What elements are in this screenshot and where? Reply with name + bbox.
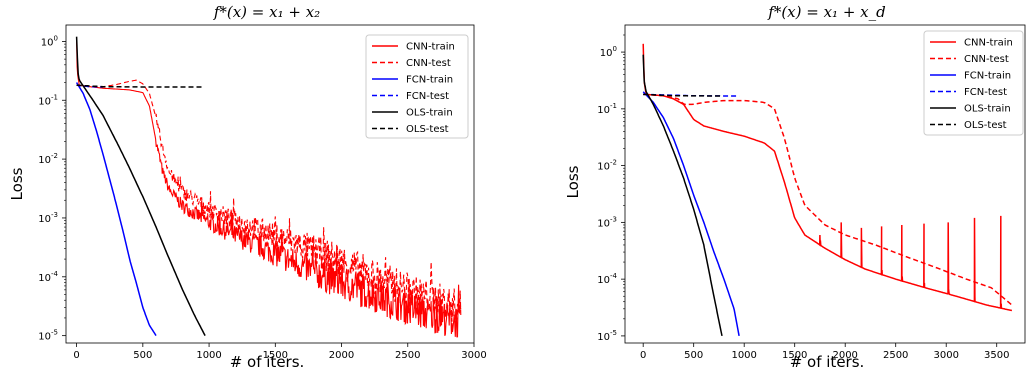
y-tick-exponent: -3 bbox=[51, 211, 58, 219]
legend-label: CNN-train bbox=[964, 38, 1013, 49]
x-tick-label: 1500 bbox=[263, 350, 288, 361]
y-tick-base: 10 bbox=[41, 37, 54, 48]
legend-label: OLS-train bbox=[406, 108, 453, 119]
x-tick-label: 500 bbox=[133, 350, 152, 361]
y-tick-exponent: -1 bbox=[51, 93, 58, 101]
y-tick-label: 10-3 bbox=[597, 215, 617, 229]
y-tick-label: 100 bbox=[41, 34, 58, 48]
y-tick-base: 10 bbox=[597, 105, 610, 116]
y-tick-exponent: 0 bbox=[613, 45, 617, 53]
x-tick-label: 2000 bbox=[832, 350, 857, 361]
plot-area bbox=[642, 43, 1013, 337]
y-tick-label: 10-2 bbox=[38, 152, 58, 166]
y-tick-base: 10 bbox=[38, 96, 51, 107]
chart-left: f*(x) = x₁ + x₂ # of iters. Loss 0 500 100… bbox=[8, 3, 487, 371]
y-tick-base: 10 bbox=[38, 155, 51, 166]
chart-right: f*(x) = x₁ + x_d # of iters. Loss 0 500 10… bbox=[564, 3, 1026, 371]
series-line-cnn-train bbox=[76, 41, 462, 338]
series-line-cnn-test bbox=[643, 93, 1013, 306]
x-tick-label: 2000 bbox=[329, 350, 354, 361]
y-tick-base: 10 bbox=[38, 273, 51, 284]
y-tick-base: 10 bbox=[597, 332, 610, 343]
series-line-ols-train bbox=[642, 54, 723, 337]
legend-label: CNN-test bbox=[406, 58, 451, 69]
y-tick-base: 10 bbox=[597, 162, 610, 173]
x-tick-label: 2500 bbox=[395, 350, 420, 361]
axes-frame bbox=[624, 24, 1026, 344]
series-line-ols-train bbox=[75, 36, 206, 336]
legend: CNN-train CNN-test FCN-train FCN-test OLS-tr… bbox=[923, 30, 1024, 136]
y-tick-label: 100 bbox=[600, 45, 617, 59]
x-tick-label: 2500 bbox=[883, 350, 908, 361]
y-tick-exponent: -5 bbox=[51, 329, 58, 337]
y-tick-label: 10-1 bbox=[597, 102, 617, 116]
series-line-fcn-train bbox=[75, 82, 157, 337]
y-tick-base: 10 bbox=[597, 275, 610, 286]
x-tick-label: 0 bbox=[640, 350, 646, 361]
y-tick-base: 10 bbox=[597, 218, 610, 229]
y-tick-base: 10 bbox=[38, 214, 51, 225]
y-tick-exponent: -4 bbox=[51, 270, 59, 278]
legend-label: CNN-train bbox=[406, 42, 455, 53]
y-tick-base: 10 bbox=[38, 332, 51, 343]
axes-frame bbox=[65, 24, 475, 344]
x-tick-label: 3500 bbox=[984, 350, 1009, 361]
y-tick-label: 10-4 bbox=[38, 270, 58, 284]
x-tick-label: 1000 bbox=[731, 350, 756, 361]
y-tick-exponent: 0 bbox=[54, 34, 58, 42]
legend-box bbox=[923, 30, 1024, 136]
series-line-cnn-train bbox=[642, 43, 1013, 312]
x-tick-label: 3000 bbox=[461, 350, 486, 361]
series-line-fcn-train bbox=[642, 91, 740, 337]
series-line-cnn-test bbox=[76, 79, 462, 323]
legend-label: OLS-test bbox=[964, 120, 1007, 131]
y-tick-exponent: -5 bbox=[610, 329, 617, 337]
x-tick-label: 1500 bbox=[782, 350, 807, 361]
y-tick-label: 10-3 bbox=[38, 211, 58, 225]
y-tick-exponent: -4 bbox=[610, 272, 618, 280]
legend: CNN-train CNN-test FCN-train FCN-test OLS-tr… bbox=[365, 34, 469, 139]
y-tick-label: 10-5 bbox=[597, 329, 617, 343]
x-axis-label: # of iters. bbox=[790, 353, 865, 371]
legend-label: FCN-test bbox=[964, 87, 1007, 98]
y-tick-label: 10-2 bbox=[597, 159, 617, 173]
y-tick-label: 10-1 bbox=[38, 93, 58, 107]
x-tick-label: 500 bbox=[684, 350, 703, 361]
series-line-ols-test bbox=[643, 93, 722, 97]
chart-title: f*(x) = x₁ + x₂ bbox=[213, 3, 320, 21]
x-axis-label: # of iters. bbox=[230, 353, 305, 371]
tick-labels: 0 500 1000 1500 2000 2500 300010010-110-210-31… bbox=[38, 34, 486, 361]
y-axis-label: Loss bbox=[564, 165, 582, 198]
legend-label: FCN-test bbox=[406, 91, 449, 102]
legend-label: FCN-train bbox=[406, 75, 453, 86]
plot-area bbox=[75, 36, 462, 338]
y-tick-label: 10-5 bbox=[38, 329, 58, 343]
series-line-ols-test bbox=[76, 84, 204, 88]
y-tick-exponent: -2 bbox=[51, 152, 58, 160]
y-tick-exponent: -1 bbox=[610, 102, 617, 110]
x-tick-label: 1000 bbox=[196, 350, 221, 361]
y-tick-exponent: -3 bbox=[610, 215, 617, 223]
y-tick-exponent: -2 bbox=[610, 159, 617, 167]
legend-label: FCN-train bbox=[964, 71, 1011, 82]
legend-label: CNN-test bbox=[964, 54, 1009, 65]
tick-labels: 0 500 1000 1500 2000 2500 3000 350010010-110-21… bbox=[597, 34, 1009, 361]
x-tick-label: 3000 bbox=[933, 350, 958, 361]
y-tick-base: 10 bbox=[600, 48, 613, 59]
chart-title: f*(x) = x₁ + x_d bbox=[767, 3, 885, 21]
y-axis-label: Loss bbox=[8, 167, 26, 200]
legend-label: OLS-train bbox=[964, 104, 1011, 115]
legend-label: OLS-test bbox=[406, 124, 449, 135]
x-tick-label: 0 bbox=[73, 350, 79, 361]
y-tick-label: 10-4 bbox=[597, 272, 617, 286]
